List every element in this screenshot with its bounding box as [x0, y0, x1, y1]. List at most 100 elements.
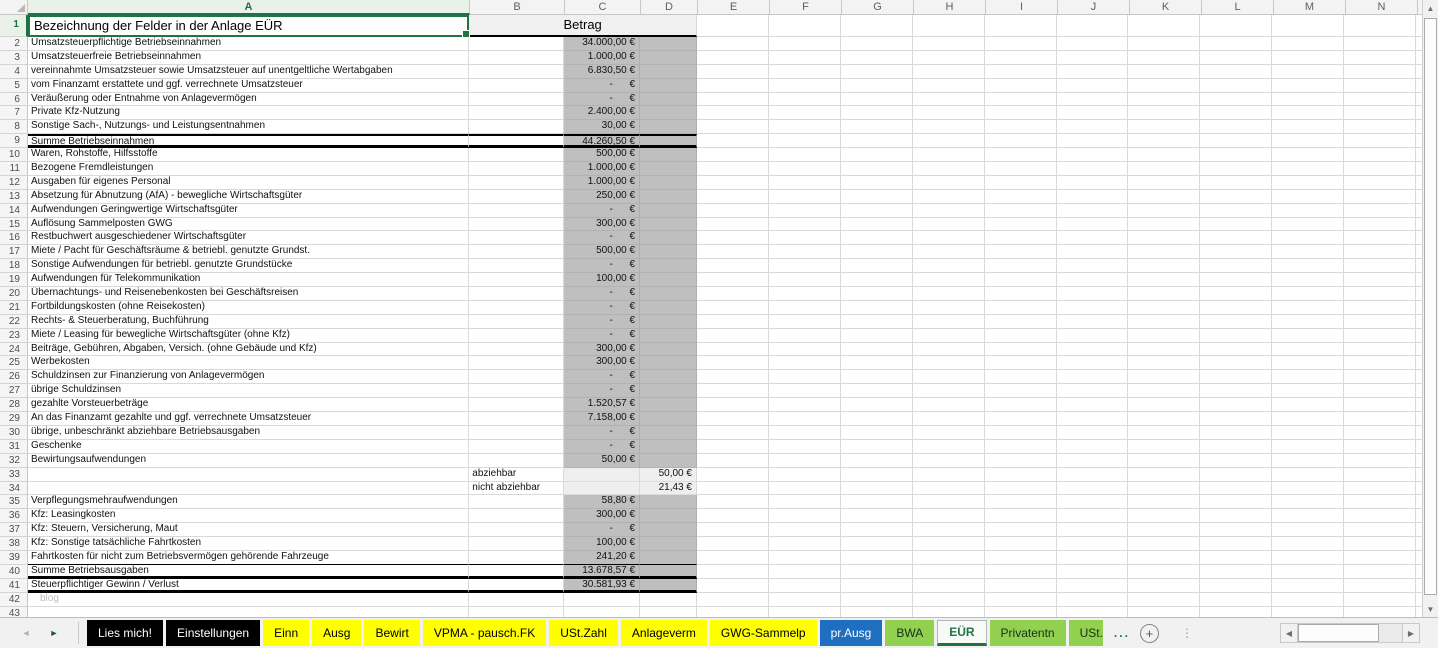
cell-empty[interactable]	[984, 564, 1057, 579]
cell-empty[interactable]	[768, 370, 841, 385]
cell-empty[interactable]	[1128, 37, 1201, 51]
row-number[interactable]: 9	[0, 134, 28, 149]
cell-empty[interactable]	[912, 314, 985, 329]
cell-empty[interactable]	[696, 342, 769, 357]
cell-empty[interactable]	[696, 92, 769, 107]
row-number[interactable]: 40	[0, 564, 28, 579]
cell-empty[interactable]	[1056, 370, 1129, 385]
cell-label[interactable]: Kfz: Leasingkosten	[27, 509, 470, 524]
cell-empty[interactable]	[912, 217, 985, 232]
row-number[interactable]: 13	[0, 189, 28, 204]
cell-empty[interactable]	[1200, 37, 1273, 51]
cell-empty[interactable]	[984, 453, 1057, 468]
cell-empty[interactable]	[1272, 509, 1345, 524]
cell-empty[interactable]	[696, 314, 769, 329]
cell-amount[interactable]: 300,00 €	[564, 342, 641, 357]
cell-empty[interactable]	[840, 162, 913, 176]
cell-empty[interactable]	[1272, 245, 1345, 260]
cell-empty[interactable]	[840, 564, 913, 579]
cell-empty[interactable]	[1200, 453, 1273, 468]
cell-empty[interactable]	[696, 481, 769, 496]
cell-amount-extra[interactable]	[640, 300, 697, 315]
cell-amount[interactable]: 500,00 €	[564, 148, 641, 163]
cell-amount-extra[interactable]	[640, 175, 697, 190]
cell-empty[interactable]	[1056, 175, 1129, 190]
cell-empty[interactable]	[1200, 106, 1273, 121]
cell-empty[interactable]	[840, 78, 913, 93]
cell-empty[interactable]	[1056, 106, 1129, 121]
cell-amount[interactable]: 241,20 €	[564, 550, 641, 565]
cell-empty[interactable]	[696, 134, 769, 149]
cell-empty[interactable]	[840, 37, 913, 51]
row-number[interactable]: 26	[0, 370, 28, 385]
cell-amount-extra[interactable]	[640, 273, 697, 288]
cell-empty[interactable]	[1272, 439, 1345, 454]
cell-empty[interactable]	[696, 50, 769, 65]
cell-amount-extra[interactable]	[640, 328, 697, 343]
cell-amount-extra[interactable]	[640, 245, 697, 260]
cell-label[interactable]: Aufwendungen Geringwertige Wirtschaftsgü…	[27, 203, 470, 218]
cell-label[interactable]: Bezogene Fremdleistungen	[27, 162, 470, 176]
cell-empty[interactable]	[1128, 273, 1201, 288]
cell-amount[interactable]: 30.581,93 €	[564, 578, 641, 593]
cell-label[interactable]: blog	[27, 592, 470, 607]
cell-empty[interactable]	[1200, 15, 1273, 37]
cell-empty[interactable]	[912, 453, 985, 468]
cell-label[interactable]	[27, 606, 470, 617]
cell-amount[interactable]: 13.678,57 €	[564, 564, 641, 579]
cell-empty[interactable]	[1128, 384, 1201, 399]
cell-empty[interactable]	[840, 120, 913, 135]
cell-empty[interactable]	[696, 453, 769, 468]
cell-empty[interactable]	[1128, 523, 1201, 538]
cell-empty[interactable]	[696, 162, 769, 176]
cell-empty[interactable]	[768, 245, 841, 260]
column-header-i[interactable]: I	[986, 0, 1058, 15]
cell-empty[interactable]	[768, 162, 841, 176]
cell-amount[interactable]	[564, 481, 641, 496]
cell-empty[interactable]	[1128, 64, 1201, 79]
column-header-a[interactable]: A	[28, 0, 470, 15]
cell-amount-extra[interactable]: 50,00 €	[640, 467, 697, 482]
cell-empty[interactable]	[1056, 259, 1129, 274]
cell-amount-extra[interactable]	[640, 162, 697, 176]
cell-amount[interactable]	[564, 467, 641, 482]
cell-sub-label[interactable]	[469, 412, 565, 426]
select-all-button[interactable]	[0, 0, 28, 15]
cell-empty[interactable]	[984, 64, 1057, 79]
cell-label[interactable]: Ausgaben für eigenes Personal	[27, 175, 470, 190]
cell-empty[interactable]	[1056, 356, 1129, 371]
cell-sub-label[interactable]	[469, 453, 565, 468]
cell-empty[interactable]	[1272, 314, 1345, 329]
sheet-tab-bwa[interactable]: BWA	[885, 620, 935, 646]
cell-empty[interactable]	[984, 15, 1057, 37]
row-number[interactable]: 42	[0, 592, 28, 607]
cell-empty[interactable]	[696, 37, 769, 51]
cell-empty[interactable]	[1056, 495, 1129, 510]
cell-empty[interactable]	[1344, 175, 1417, 190]
cell-amount-extra[interactable]	[640, 148, 697, 163]
cell-empty[interactable]	[1200, 78, 1273, 93]
cell-sub-label[interactable]	[469, 259, 565, 274]
sheet-tab-pr-ausg[interactable]: pr.Ausg	[819, 620, 883, 646]
cell-empty[interactable]	[1056, 328, 1129, 343]
cell-label[interactable]: Veräußerung oder Entnahme von Anlageverm…	[27, 92, 470, 107]
cell-empty[interactable]	[984, 273, 1057, 288]
cell-amount-extra[interactable]	[640, 509, 697, 524]
row-number[interactable]: 43	[0, 606, 28, 617]
cell-empty[interactable]	[768, 425, 841, 440]
cell-label[interactable]: An das Finanzamt gezahlte und ggf. verre…	[27, 412, 470, 426]
cell-empty[interactable]	[984, 231, 1057, 246]
cell-empty[interactable]	[1056, 384, 1129, 399]
cell-empty[interactable]	[1344, 592, 1417, 607]
cell-amount[interactable]: 34.000,00 €	[564, 37, 641, 51]
cell-empty[interactable]	[1272, 92, 1345, 107]
cell-empty[interactable]	[912, 64, 985, 79]
cell-empty[interactable]	[984, 259, 1057, 274]
cell-empty[interactable]	[768, 148, 841, 163]
cell-empty[interactable]	[912, 370, 985, 385]
cell-sub-label[interactable]	[469, 537, 565, 551]
cell-empty[interactable]	[768, 134, 841, 149]
cell-empty[interactable]	[984, 592, 1057, 607]
cell-label[interactable]: Summe Betriebsausgaben	[27, 564, 470, 579]
cell-empty[interactable]	[1128, 314, 1201, 329]
